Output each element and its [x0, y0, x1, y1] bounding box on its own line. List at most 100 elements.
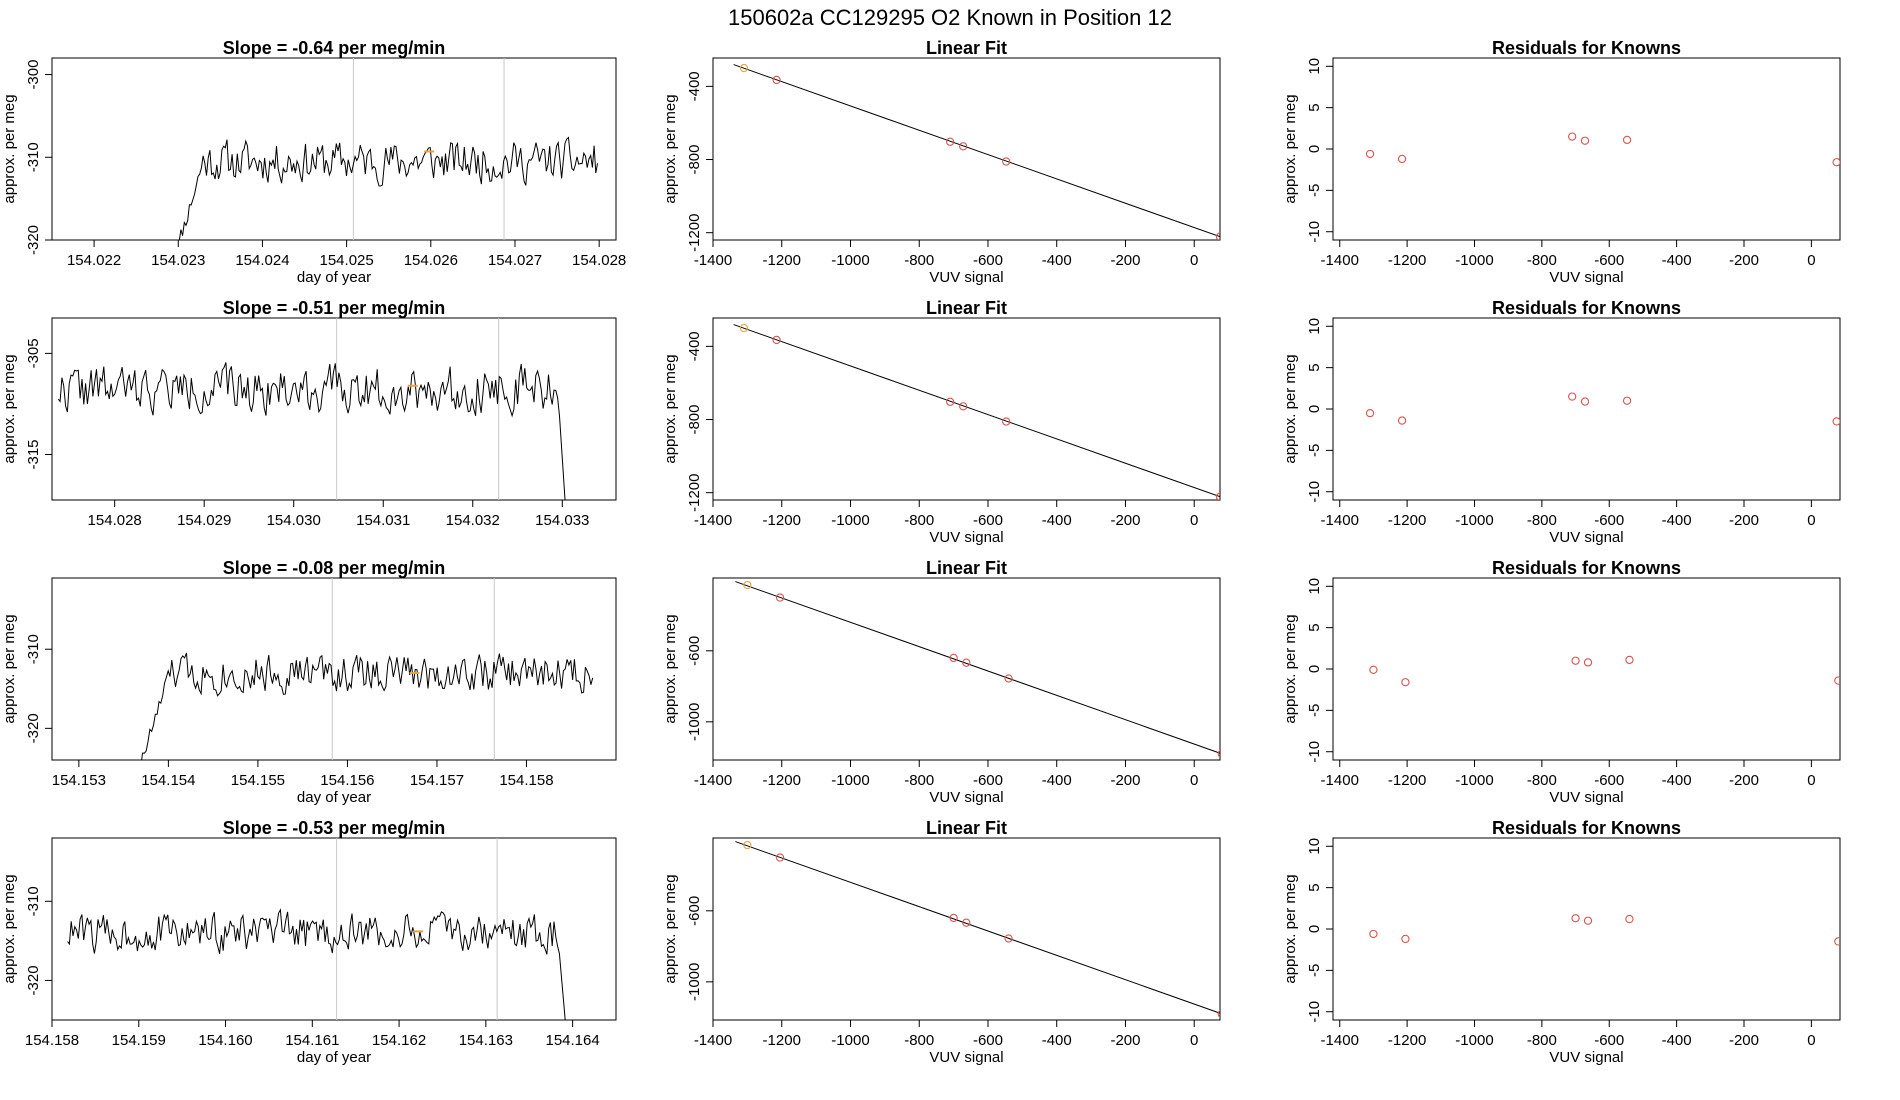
data-point: [1625, 655, 1634, 665]
x-tick-label: 154.029: [177, 512, 231, 529]
x-tick-label: 154.032: [446, 512, 500, 529]
panel-title: Residuals for Knowns: [1492, 558, 1681, 578]
data-point: [962, 918, 971, 927]
data-point: [1622, 135, 1632, 145]
x-tick-label: 154.162: [372, 1032, 426, 1049]
data-point: [739, 63, 749, 73]
plot-area: [67, 838, 566, 1020]
x-tick-label: -1200: [763, 252, 801, 269]
timeseries-2: Slope = -0.51 per meg/min 154.028 154.029 1…: [1, 298, 617, 529]
x-tick-label: -600: [1594, 252, 1624, 269]
x-tick-label: -400: [1662, 512, 1692, 529]
y-tick-label: -800: [686, 145, 703, 175]
x-tick-label: 0: [1190, 772, 1198, 789]
y-tick-label: 5: [1306, 103, 1323, 111]
x-axis-label: day of year: [297, 1049, 371, 1066]
data-point: [1401, 678, 1410, 687]
plot-frame: [51, 317, 617, 501]
panel-title: Linear Fit: [926, 298, 1007, 318]
timeseries-1: Slope = -0.64 per meg/min 154.022 154.023 1…: [1, 38, 626, 286]
panel-title: Residuals for Knowns: [1492, 38, 1681, 58]
y-tick-label: -305: [25, 338, 42, 368]
data-point: [1365, 408, 1375, 418]
data-point: [775, 853, 785, 862]
x-tick-label: -1000: [1455, 772, 1493, 789]
data-point: [1832, 417, 1840, 426]
x-tick-label: 0: [1190, 252, 1198, 269]
linear-fit-1: Linear Fit-1400 -1200 -1000 -800 -600 -400 -20…: [662, 38, 1221, 286]
x-axis-label: VUV signal: [1549, 789, 1623, 806]
y-tick-label: -1200: [686, 473, 703, 511]
x-tick-label: -1400: [694, 1032, 732, 1049]
x-tick-label: 154.023: [151, 252, 205, 269]
x-tick-label: -1200: [1388, 512, 1426, 529]
x-tick-label: -1400: [1321, 512, 1359, 529]
data-point: [1401, 934, 1410, 944]
x-axis-label: day of year: [297, 789, 371, 806]
x-tick-label: 0: [1807, 512, 1815, 529]
y-tick-label: 0: [1306, 405, 1323, 413]
data-point: [1571, 656, 1580, 665]
x-tick-label: 154.154: [141, 772, 195, 789]
x-tick-label: 154.025: [320, 252, 374, 269]
x-tick-label: 0: [1807, 772, 1815, 789]
panel-title: Linear Fit: [926, 38, 1007, 58]
y-tick-label: -400: [686, 71, 703, 101]
y-tick-label: -300: [25, 60, 42, 90]
x-tick-label: 154.033: [535, 512, 589, 529]
x-tick-label: -800: [1527, 772, 1557, 789]
y-tick-label: -320: [25, 225, 42, 255]
x-tick-label: 154.160: [198, 1032, 252, 1049]
x-axis-label: VUV signal: [929, 789, 1003, 806]
plot-area: [733, 63, 1220, 240]
x-tick-label: 0: [1807, 252, 1815, 269]
x-tick-label: 0: [1190, 512, 1198, 529]
y-axis-label: approx. per meg: [1282, 94, 1299, 203]
x-axis-label: VUV signal: [929, 1049, 1003, 1066]
fit-line: [735, 841, 1220, 1014]
panel-title: Residuals for Knowns: [1492, 818, 1681, 838]
y-tick-label: -800: [686, 405, 703, 435]
plot-frame: [712, 577, 1221, 761]
x-tick-label: -200: [1729, 1032, 1759, 1049]
x-tick-label: -400: [1662, 772, 1692, 789]
plot-area: [733, 323, 1220, 500]
x-tick-label: -200: [1729, 252, 1759, 269]
x-tick-label: -200: [1110, 772, 1140, 789]
x-tick-label: -200: [1729, 512, 1759, 529]
plot-frame: [1332, 837, 1841, 1021]
x-tick-label: -200: [1729, 772, 1759, 789]
y-axis-label: approx. per meg: [1, 354, 18, 463]
x-tick-label: 154.026: [404, 252, 458, 269]
timeseries-4: Slope = -0.53 per meg/min 154.158 154.159 1…: [1, 818, 617, 1066]
x-tick-label: -400: [1042, 512, 1072, 529]
x-tick-label: 154.156: [320, 772, 374, 789]
x-axis-label: VUV signal: [1549, 269, 1623, 286]
plot-frame: [1332, 317, 1841, 501]
y-tick-label: -600: [686, 636, 703, 666]
panel-title: Linear Fit: [926, 558, 1007, 578]
y-axis-label: approx. per meg: [1, 874, 18, 983]
data-point: [1002, 417, 1011, 426]
x-tick-label: 154.031: [356, 512, 410, 529]
x-axis-label: VUV signal: [1549, 529, 1623, 546]
data-point: [1568, 392, 1577, 401]
data-point: [1397, 416, 1407, 425]
y-tick-label: -10: [1306, 1001, 1323, 1023]
plot-frame: [712, 837, 1221, 1021]
data-point: [772, 335, 781, 345]
x-tick-label: -800: [904, 1032, 934, 1049]
data-point: [1583, 658, 1593, 667]
y-tick-label: 0: [1306, 925, 1323, 933]
panel-title: Linear Fit: [926, 818, 1007, 838]
data-point: [949, 913, 958, 923]
fit-line: [733, 64, 1220, 238]
data-point: [949, 653, 958, 663]
plot-area: [178, 58, 598, 240]
data-point: [959, 142, 968, 151]
y-tick-label: -600: [686, 896, 703, 926]
data-point: [962, 658, 971, 667]
data-point: [1004, 674, 1013, 683]
plot-frame: [1332, 577, 1841, 761]
